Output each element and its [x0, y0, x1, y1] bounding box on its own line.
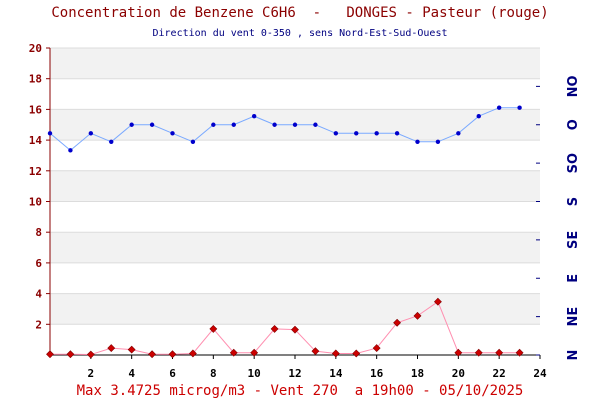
y-tick-label: 12: [29, 165, 42, 178]
benzene-point: [331, 349, 340, 358]
benzene-point: [66, 350, 75, 359]
right-axis-label: O: [566, 119, 581, 130]
y-tick-label: 20: [29, 42, 42, 55]
benzene-point: [250, 348, 259, 357]
right-axis-label: NE: [566, 307, 581, 327]
wind-point: [149, 122, 155, 127]
benzene-point: [46, 350, 54, 359]
wind-point: [374, 131, 379, 136]
y-tick-label: 2: [35, 318, 42, 331]
x-tick-label: 8: [210, 367, 217, 380]
wind-point: [47, 131, 53, 136]
benzene-point: [107, 344, 116, 353]
wind-point: [476, 114, 481, 119]
wind-point: [496, 105, 502, 110]
grid-band: [50, 170, 540, 202]
x-tick-label: 4: [128, 367, 135, 380]
y-tick-label: 18: [29, 73, 42, 86]
benzene-point: [311, 347, 320, 356]
right-axis-label: E: [566, 274, 581, 283]
wind-point: [394, 131, 400, 136]
wind-direction-line: [49, 107, 520, 151]
y-tick-label: 8: [35, 226, 42, 239]
benzene-point: [515, 348, 524, 357]
x-tick-label: 10: [248, 367, 261, 380]
wind-point: [170, 131, 175, 136]
wind-point: [354, 131, 359, 136]
y-tick-label: 16: [29, 103, 43, 116]
x-tick-label: 12: [288, 367, 301, 380]
x-tick-label: 24: [533, 367, 547, 380]
grid-band: [50, 48, 540, 79]
benzene-point: [393, 318, 402, 327]
benzene-point: [188, 349, 197, 358]
wind-point: [292, 122, 298, 127]
benzene-point: [270, 324, 279, 333]
wind-point: [415, 139, 420, 145]
right-axis-label: SE: [566, 231, 581, 249]
wind-point: [129, 122, 134, 127]
right-axis-label: N: [566, 350, 581, 361]
wind-point: [251, 114, 257, 119]
x-tick-label: 20: [452, 367, 465, 380]
y-tick-label: 6: [35, 257, 42, 270]
benzene-point: [86, 350, 95, 359]
benzene-point: [291, 325, 299, 334]
wind-point: [68, 148, 73, 153]
benzene-point: [413, 311, 422, 320]
benzene-point: [495, 348, 504, 357]
chart-footer: Max 3.4725 microg/m3 - Vent 270 a 19h00 …: [76, 383, 524, 399]
chart-subtitle: Direction du vent 0-350 , sens Nord-Est-…: [152, 28, 448, 39]
wind-point: [517, 105, 522, 110]
wind-point: [211, 122, 216, 127]
x-tick-label: 2: [88, 367, 95, 380]
wind-point: [231, 122, 236, 127]
wind-point: [109, 139, 114, 145]
grid-band: [50, 232, 540, 263]
benzene-point: [148, 350, 157, 359]
y-tick-label: 4: [35, 288, 42, 301]
wind-point: [435, 139, 441, 145]
benzene-point: [168, 350, 177, 359]
benzene-point: [352, 349, 361, 358]
x-tick-label: 16: [370, 367, 384, 380]
x-tick-label: 6: [169, 367, 176, 380]
grid-band: [50, 293, 540, 325]
wind-point: [313, 122, 318, 127]
benzene-point: [474, 348, 483, 357]
right-axis-label: NO: [566, 75, 581, 97]
wind-point: [272, 122, 277, 127]
right-axis-label: SO: [566, 153, 581, 173]
benzene-point: [454, 348, 463, 357]
benzene-point: [433, 297, 442, 306]
wind-point: [333, 131, 339, 136]
y-tick-label: 14: [29, 134, 43, 147]
benzene-point: [209, 324, 218, 333]
x-tick-label: 18: [411, 367, 424, 380]
wind-point: [456, 131, 461, 136]
benzene-point: [229, 348, 238, 357]
right-axis-label: S: [566, 197, 581, 206]
x-tick-label: 14: [329, 367, 343, 380]
wind-point: [190, 139, 196, 145]
x-tick-label: 22: [493, 367, 506, 380]
chart-title: Concentration de Benzene C6H6 - DONGES -…: [51, 5, 549, 21]
y-tick-label: 10: [29, 196, 42, 209]
benzene-point: [372, 344, 381, 353]
wind-point: [88, 131, 94, 136]
benzene-point: [127, 345, 136, 354]
